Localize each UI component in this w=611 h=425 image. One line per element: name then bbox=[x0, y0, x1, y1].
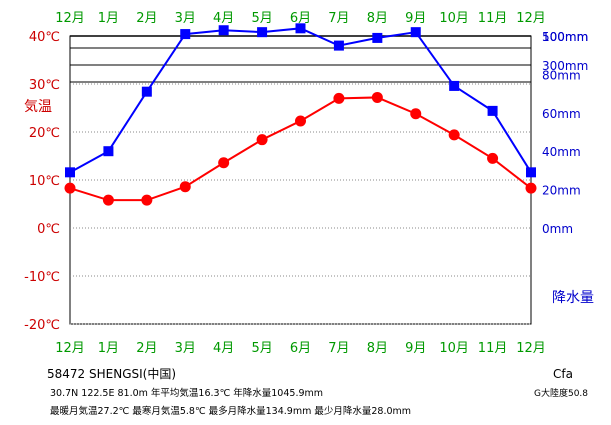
month-label-top: 5月 bbox=[251, 11, 272, 26]
month-label-bottom: 10月 bbox=[439, 341, 469, 356]
temperature-point bbox=[525, 182, 537, 194]
temperature-point bbox=[448, 129, 460, 141]
precipitation-point bbox=[526, 167, 536, 178]
month-label-top: 1月 bbox=[98, 11, 119, 26]
precipitation-point bbox=[65, 167, 75, 178]
temperature-point bbox=[64, 182, 76, 194]
month-label-bottom: 12月 bbox=[55, 341, 85, 356]
month-label-bottom: 6月 bbox=[290, 341, 311, 356]
station-label: 58472 SHENGSI(中国) bbox=[47, 367, 177, 381]
temperature-point bbox=[141, 194, 153, 206]
precipitation-point bbox=[295, 23, 306, 34]
temperature-point bbox=[102, 194, 114, 206]
temperature-point bbox=[410, 108, 422, 120]
temperature-point bbox=[179, 181, 191, 193]
precip-tick-label: 300mm bbox=[542, 59, 588, 73]
month-label-top: 12月 bbox=[55, 11, 85, 26]
month-label-bottom: 5月 bbox=[251, 341, 272, 356]
temp-tick-label: -10℃ bbox=[24, 270, 60, 285]
month-label-bottom: 7月 bbox=[328, 341, 349, 356]
temp-tick-label: 10℃ bbox=[29, 174, 60, 189]
temperature-point bbox=[487, 152, 499, 164]
precipitation-line bbox=[69, 27, 532, 174]
temperature-point bbox=[256, 134, 268, 146]
month-label-top: 11月 bbox=[478, 11, 508, 26]
month-label-top: 4月 bbox=[213, 11, 234, 26]
precip-tick-label: 500mm bbox=[542, 30, 588, 44]
month-label-top: 3月 bbox=[175, 11, 196, 26]
temp-tick-label: 0℃ bbox=[37, 222, 60, 237]
precip-tick-label: 100mm bbox=[542, 30, 588, 44]
month-label-top: 12月 bbox=[516, 11, 546, 26]
precipitation-point bbox=[141, 86, 152, 97]
precipitation-point bbox=[449, 80, 460, 91]
temp-tick-label: -20℃ bbox=[24, 318, 60, 333]
temperature-point bbox=[218, 157, 230, 169]
temperature-line bbox=[69, 96, 532, 202]
month-label-bottom: 2月 bbox=[136, 341, 157, 356]
month-label-bottom: 3月 bbox=[175, 341, 196, 356]
temperature-point bbox=[333, 92, 345, 104]
month-label-top: 2月 bbox=[136, 11, 157, 26]
month-label-bottom: 8月 bbox=[367, 341, 388, 356]
month-label-bottom: 1月 bbox=[98, 341, 119, 356]
precipitation-point bbox=[103, 146, 114, 157]
month-label-top: 10月 bbox=[439, 11, 469, 26]
month-label-top: 6月 bbox=[290, 11, 311, 26]
precipitation-point bbox=[257, 27, 268, 38]
temperature-point bbox=[371, 91, 383, 103]
precip-tick-label: 20mm bbox=[542, 184, 581, 198]
station-stats-line2: 最暖月気温27.2℃ 最寒月気温5.8℃ 最多月降水量134.9mm 最少月降水… bbox=[50, 406, 412, 417]
precipitation-point bbox=[487, 105, 498, 116]
precip-tick-label: 0mm bbox=[542, 222, 573, 236]
month-label-top: 8月 bbox=[367, 11, 388, 26]
month-label-bottom: 4月 bbox=[213, 341, 234, 356]
precip-tick-label: 80mm bbox=[542, 68, 581, 82]
temp-tick-label: 20℃ bbox=[29, 126, 60, 141]
station-stats-line1: 30.7N 122.5E 81.0m 年平均気温16.3℃ 年降水量1045.9… bbox=[50, 388, 324, 399]
month-label-top: 9月 bbox=[405, 11, 426, 26]
temp-tick-label: 40℃ bbox=[29, 30, 60, 45]
temperature-point bbox=[295, 115, 306, 127]
climate-class: Cfa bbox=[553, 367, 573, 381]
precipitation-point bbox=[372, 32, 383, 43]
month-label-bottom: 9月 bbox=[405, 341, 426, 356]
precip-axis-title: 降水量 bbox=[552, 290, 594, 306]
precip-tick-label: 40mm bbox=[542, 145, 581, 159]
precipitation-point bbox=[180, 29, 191, 40]
precip-tick-label: 60mm bbox=[542, 107, 581, 121]
precipitation-point bbox=[333, 40, 344, 51]
temp-axis-title: 気温 bbox=[24, 99, 52, 115]
month-label-top: 7月 bbox=[328, 11, 349, 26]
precipitation-point bbox=[410, 27, 421, 38]
continentality-index: G大陸度50.8 bbox=[534, 389, 589, 399]
temp-tick-label: 30℃ bbox=[29, 78, 60, 93]
month-label-bottom: 11月 bbox=[478, 341, 508, 356]
month-label-bottom: 12月 bbox=[516, 341, 546, 356]
precipitation-point bbox=[218, 25, 229, 36]
